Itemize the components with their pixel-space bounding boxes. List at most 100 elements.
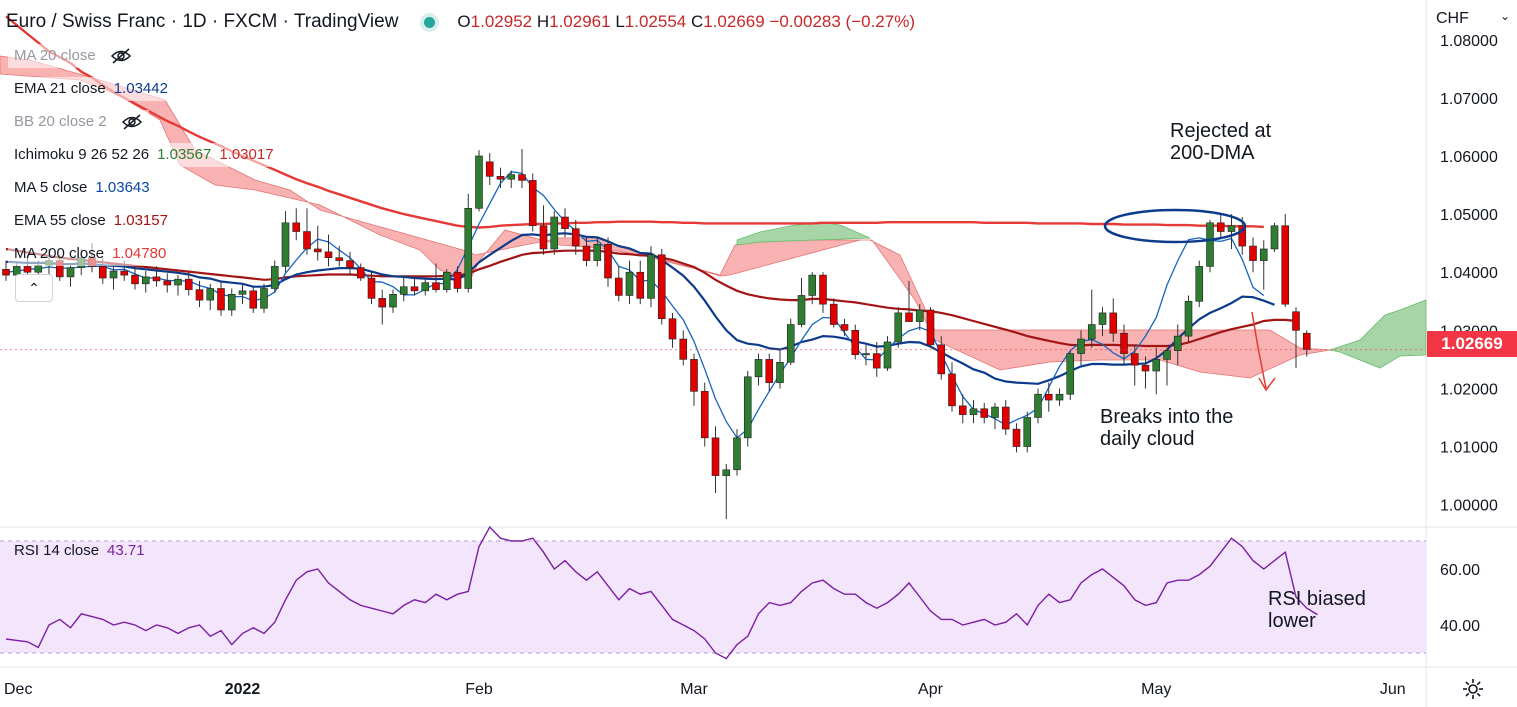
candle-body [539, 225, 548, 250]
legend-bb[interactable]: BB 20 close 2 [8, 110, 149, 134]
candle [668, 312, 677, 348]
time-tick-label: Feb [465, 681, 493, 698]
candle [1173, 324, 1182, 366]
annotation-breaks-cloud: Breaks into the daily cloud [1100, 406, 1234, 450]
candle-body [1012, 428, 1021, 447]
candle [582, 237, 591, 267]
candle-body [109, 270, 118, 279]
eye-off-icon[interactable] [121, 114, 143, 130]
candle-body [829, 303, 838, 325]
candle [485, 153, 494, 186]
candle-body [496, 176, 505, 180]
candle-body [733, 437, 741, 471]
chevron-down-icon[interactable]: ⌄ [1500, 9, 1511, 23]
candle-body [1055, 393, 1064, 401]
candle-body [1001, 406, 1010, 430]
candle-body [1281, 225, 1290, 305]
eye-off-icon[interactable] [110, 48, 132, 64]
candle-body [421, 282, 430, 292]
candle [1066, 350, 1075, 401]
candle [399, 278, 408, 302]
legend-ema21-value: 1.03442 [113, 80, 168, 97]
chevron-up-icon: ⌃ [28, 280, 40, 296]
candle-body [378, 298, 387, 308]
candle-body [905, 312, 913, 322]
candle [141, 271, 150, 293]
candle-body [324, 251, 333, 258]
candle [1227, 214, 1236, 249]
candle [969, 400, 978, 424]
candle-body [1163, 350, 1171, 360]
currency-label[interactable]: CHF [1436, 10, 1469, 27]
legend-ma5[interactable]: MA 5 close 1.03643 [8, 176, 156, 200]
candle [872, 341, 881, 377]
candle [378, 289, 387, 325]
candle-body [346, 260, 354, 268]
candle-body [152, 276, 161, 282]
candle-body [593, 244, 602, 261]
candle-body [303, 231, 311, 250]
legend-ma20[interactable]: MA 20 close [8, 44, 138, 68]
candle-body [786, 324, 795, 363]
price-tick-label: 1.01000 [1440, 440, 1498, 457]
time-tick-label: 2022 [225, 681, 261, 698]
candle-body [561, 216, 569, 229]
candle [1249, 237, 1257, 273]
candle-body [335, 257, 344, 261]
symbol-title[interactable]: Euro / Swiss Franc · 1D · FXCM · Trading… [6, 11, 399, 32]
candle-body [1184, 300, 1193, 337]
gear-icon[interactable] [1462, 678, 1484, 700]
candle [690, 353, 698, 406]
candle [894, 307, 903, 348]
candle [862, 344, 870, 366]
candle-body [1098, 312, 1107, 325]
candle [1184, 295, 1193, 342]
candle [475, 150, 483, 212]
candle-body [1044, 393, 1053, 401]
candle [1055, 388, 1064, 406]
price-tick-label: 1.04000 [1440, 265, 1498, 282]
candle-body [399, 286, 408, 295]
high-label: H [536, 12, 550, 31]
candle [389, 289, 397, 313]
candle [614, 266, 623, 302]
candle [765, 353, 774, 392]
legend-ema55[interactable]: EMA 55 close 1.03157 [8, 209, 174, 233]
candle [1120, 324, 1128, 366]
legend-ma200[interactable]: MA 200 close 1.04780 [8, 242, 173, 266]
price-tick-label: 1.05000 [1440, 207, 1498, 224]
time-tick-label: Dec [4, 681, 32, 698]
candle [571, 219, 580, 255]
candle-body [23, 266, 32, 273]
candle [926, 307, 935, 348]
candle [303, 208, 311, 255]
open-value: 1.02952 [470, 12, 533, 31]
candle-body [34, 264, 43, 273]
legend-ema21[interactable]: EMA 21 close 1.03442 [8, 77, 174, 101]
candle-body [614, 277, 623, 296]
rsi-legend[interactable]: RSI 14 close 43.71 [8, 540, 151, 562]
legend-ichimoku[interactable]: Ichimoku 9 26 52 26 1.03567 1.03017 [8, 143, 280, 167]
candle-body [281, 222, 290, 267]
candle [883, 336, 892, 372]
candle-body [174, 278, 182, 286]
candle [808, 272, 817, 305]
annotation-rejected: Rejected at 200-DMA [1170, 120, 1272, 164]
candle-body [475, 155, 483, 209]
candle [1077, 330, 1085, 366]
rejection-ellipse [1103, 208, 1247, 244]
candle-body [1087, 324, 1096, 340]
candle [1098, 307, 1107, 337]
rsi-tick-label: 40.00 [1440, 618, 1480, 635]
candle-body [668, 318, 677, 340]
candle-body [1195, 266, 1204, 302]
candle [733, 429, 741, 476]
candle [496, 167, 505, 188]
collapse-legend-button[interactable]: ⌃ [15, 274, 53, 302]
candle [625, 260, 634, 305]
price-tick-label: 1.00000 [1440, 498, 1498, 515]
legend-ichimoku-label: Ichimoku 9 26 52 26 [14, 146, 150, 163]
candle-body [851, 330, 860, 356]
candle-body [797, 295, 806, 325]
